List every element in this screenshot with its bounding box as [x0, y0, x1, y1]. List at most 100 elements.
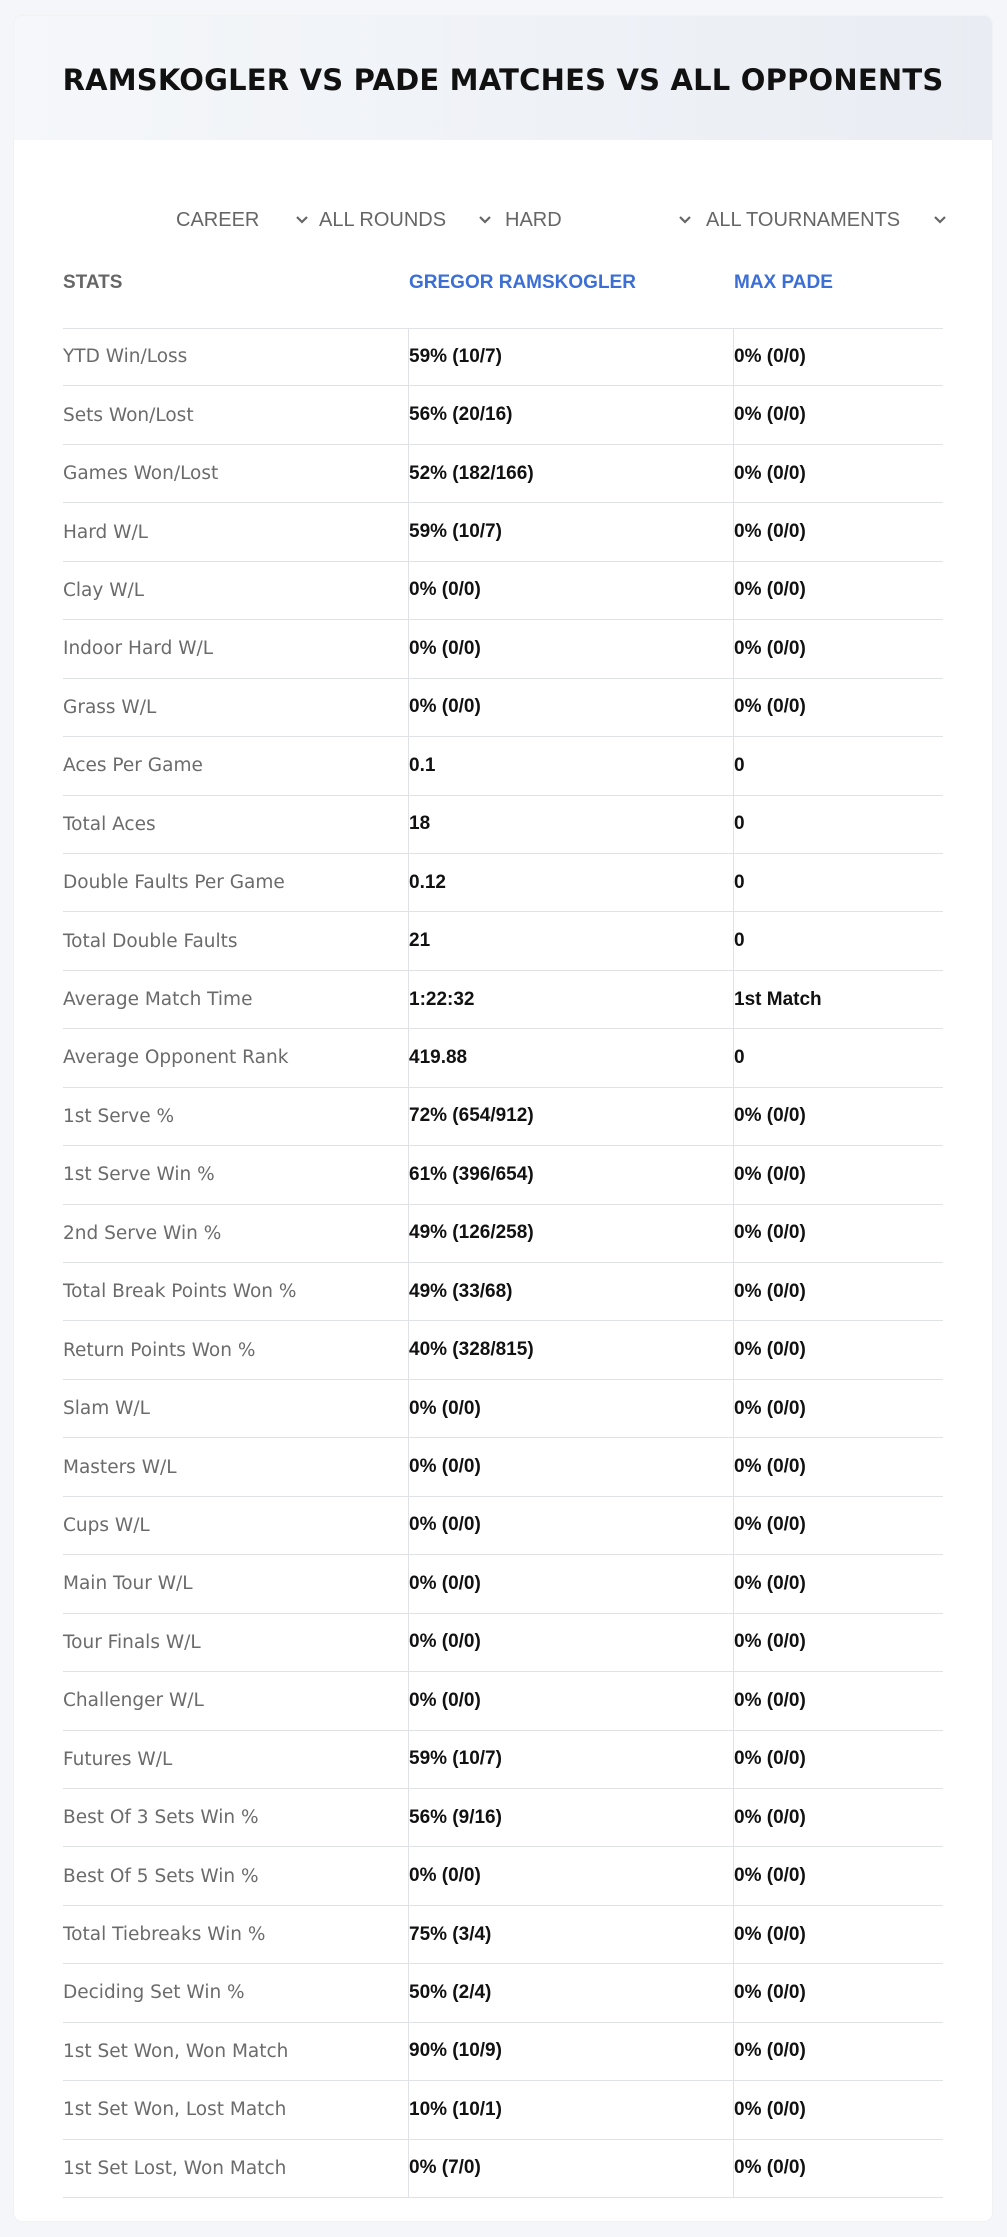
- stat-label: Main Tour W/L: [63, 1573, 193, 1595]
- stat-label: Double Faults Per Game: [63, 872, 285, 894]
- player1-value: 72% (654/912): [409, 1105, 534, 1127]
- stat-label: 1st Set Won, Won Match: [63, 2040, 289, 2062]
- player1-value: 40% (328/815): [409, 1339, 534, 1361]
- player1-value: 56% (20/16): [409, 404, 513, 426]
- filter-bar: CAREER ALL ROUNDS HARD ALL TOURNAMENTS: [14, 190, 992, 250]
- table-row: Indoor Hard W/L 0% (0/0) 0% (0/0): [63, 620, 943, 679]
- player1-value: 0% (0/0): [409, 579, 481, 601]
- player1-value: 18: [409, 813, 431, 835]
- player1-value: 21: [409, 930, 431, 952]
- player2-value: 0% (0/0): [734, 579, 806, 601]
- player2-value: 0% (0/0): [734, 2157, 806, 2179]
- player2-value: 0% (0/0): [734, 696, 806, 718]
- player2-value: 0% (0/0): [734, 1105, 806, 1127]
- stat-label: Tour Finals W/L: [63, 1631, 201, 1653]
- stats-table-body: YTD Win/Loss 59% (10/7) 0% (0/0) Sets Won/L…: [63, 328, 943, 2198]
- player1-value: 59% (10/7): [409, 521, 502, 543]
- stat-label: Best Of 3 Sets Win %: [63, 1807, 259, 1829]
- player2-value: 0: [734, 1046, 745, 1068]
- stat-label: Sets Won/Lost: [63, 404, 194, 426]
- table-row: Cups W/L 0% (0/0) 0% (0/0): [63, 1497, 943, 1556]
- stat-label: 1st Serve %: [63, 1105, 175, 1127]
- tournament-select[interactable]: ALL TOURNAMENTS: [706, 190, 956, 250]
- stat-label: 1st Set Lost, Won Match: [63, 2157, 287, 2179]
- table-header: STATS GREGOR RAMSKOGLER MAX PADE: [63, 264, 943, 329]
- rounds-select-value: ALL ROUNDS: [319, 208, 447, 231]
- table-row: 2nd Serve Win % 49% (126/258) 0% (0/0): [63, 1205, 943, 1263]
- player2-value: 0% (0/0): [734, 1222, 806, 1244]
- player1-value: 75% (3/4): [409, 1923, 492, 1945]
- table-row: Grass W/L 0% (0/0) 0% (0/0): [63, 679, 943, 738]
- table-row: 1st Serve Win % 61% (396/654) 0% (0/0): [63, 1146, 943, 1205]
- table-row: Slam W/L 0% (0/0) 0% (0/0): [63, 1380, 943, 1439]
- player2-value: 0% (0/0): [734, 2040, 806, 2062]
- table-row: YTD Win/Loss 59% (10/7) 0% (0/0): [63, 328, 943, 387]
- stat-label: Average Opponent Rank: [63, 1047, 289, 1069]
- player1-value: 0% (0/0): [409, 1397, 481, 1419]
- player1-value: 0% (0/0): [409, 1631, 481, 1653]
- table-row: Deciding Set Win % 50% (2/4) 0% (0/0): [63, 1964, 943, 2023]
- stat-label: Average Match Time: [63, 989, 253, 1011]
- player2-value: 0% (0/0): [734, 521, 806, 543]
- stats-column-header: STATS: [63, 272, 123, 293]
- surface-select-value: HARD: [505, 208, 562, 231]
- stat-label: Hard W/L: [63, 521, 148, 543]
- stat-label: Challenger W/L: [63, 1690, 204, 1712]
- stat-label: Total Tiebreaks Win %: [63, 1924, 266, 1946]
- rounds-select[interactable]: ALL ROUNDS: [319, 190, 499, 250]
- player2-value: 0% (0/0): [734, 1748, 806, 1770]
- table-row: Main Tour W/L 0% (0/0) 0% (0/0): [63, 1555, 943, 1614]
- player2-value: 0% (0/0): [734, 1397, 806, 1419]
- player2-value: 0% (0/0): [734, 462, 806, 484]
- player1-value: 49% (126/258): [409, 1222, 534, 1244]
- stat-label: Futures W/L: [63, 1748, 173, 1770]
- player2-value: 0% (0/0): [734, 404, 806, 426]
- table-row: Best Of 5 Sets Win % 0% (0/0) 0% (0/0): [63, 1847, 943, 1906]
- stat-label: Slam W/L: [63, 1398, 150, 1420]
- player2-value: 0% (0/0): [734, 637, 806, 659]
- player1-column-header[interactable]: GREGOR RAMSKOGLER: [409, 272, 636, 293]
- stat-label: Masters W/L: [63, 1456, 177, 1478]
- player2-value: 0% (0/0): [734, 1865, 806, 1887]
- stat-label: Aces Per Game: [63, 755, 203, 777]
- table-row: Futures W/L 59% (10/7) 0% (0/0): [63, 1731, 943, 1789]
- player1-value: 49% (33/68): [409, 1280, 513, 1302]
- chevron-down-icon: [479, 216, 491, 224]
- player1-value: 0% (0/0): [409, 1456, 481, 1478]
- player2-value: 0% (0/0): [734, 1163, 806, 1185]
- player1-value: 419.88: [409, 1046, 468, 1068]
- table-row: Tour Finals W/L 0% (0/0) 0% (0/0): [63, 1614, 943, 1673]
- player1-value: 10% (10/1): [409, 2098, 502, 2120]
- career-select-value: CAREER: [176, 208, 260, 231]
- stat-label: YTD Win/Loss: [63, 346, 188, 368]
- player2-value: 0% (0/0): [734, 1631, 806, 1653]
- table-row: Total Tiebreaks Win % 75% (3/4) 0% (0/0): [63, 1906, 943, 1965]
- player2-column-header[interactable]: MAX PADE: [734, 272, 833, 293]
- table-row: 1st Set Lost, Won Match 0% (7/0) 0% (0/0): [63, 2140, 943, 2198]
- player2-value: 0: [734, 813, 745, 835]
- player1-value: 0% (0/0): [409, 1514, 481, 1536]
- stat-label: Indoor Hard W/L: [63, 638, 214, 660]
- stat-label: Cups W/L: [63, 1514, 150, 1536]
- player1-value: 56% (9/16): [409, 1806, 502, 1828]
- table-row: Total Double Faults 21 0: [63, 912, 943, 971]
- table-row: Total Break Points Won % 49% (33/68) 0% (0…: [63, 1263, 943, 1322]
- chevron-down-icon: [679, 216, 691, 224]
- surface-select[interactable]: HARD: [505, 190, 705, 250]
- career-select[interactable]: CAREER: [176, 190, 316, 250]
- stat-label: Games Won/Lost: [63, 463, 219, 485]
- player2-value: 0% (0/0): [734, 1280, 806, 1302]
- stat-label: 2nd Serve Win %: [63, 1222, 222, 1244]
- table-row: Hard W/L 59% (10/7) 0% (0/0): [63, 503, 943, 562]
- table-row: Games Won/Lost 52% (182/166) 0% (0/0): [63, 445, 943, 504]
- table-row: Sets Won/Lost 56% (20/16) 0% (0/0): [63, 386, 943, 445]
- player2-value: 0: [734, 754, 745, 776]
- player2-value: 0% (0/0): [734, 1456, 806, 1478]
- stat-label: 1st Serve Win %: [63, 1164, 215, 1186]
- stat-label: Clay W/L: [63, 579, 145, 601]
- player2-value: 0: [734, 871, 745, 893]
- table-row: 1st Set Won, Won Match 90% (10/9) 0% (0/0): [63, 2023, 943, 2082]
- player1-value: 0% (0/0): [409, 637, 481, 659]
- table-row: Double Faults Per Game 0.12 0: [63, 854, 943, 913]
- stat-label: Grass W/L: [63, 696, 157, 718]
